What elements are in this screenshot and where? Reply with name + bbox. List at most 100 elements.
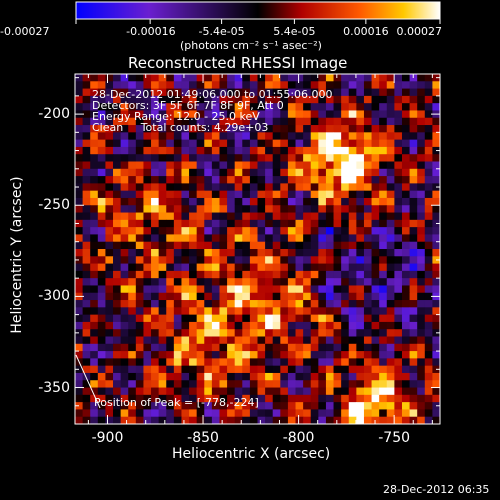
heatmap-cell: [166, 336, 175, 345]
heatmap-cell: [333, 146, 342, 155]
heatmap-cell: [386, 278, 395, 286]
heatmap-cell: [97, 263, 106, 272]
heatmap-cell: [257, 88, 266, 97]
heatmap-cell: [196, 249, 205, 257]
heatmap-cell: [310, 270, 319, 279]
heatmap-cell: [401, 190, 410, 199]
heatmap-cell: [310, 263, 319, 272]
heatmap-cell: [348, 234, 357, 243]
heatmap-cell: [333, 402, 342, 410]
heatmap-cell: [333, 329, 342, 337]
heatmap-cell: [120, 95, 129, 104]
heatmap-cell: [151, 285, 160, 294]
heatmap-cell: [401, 292, 410, 301]
heatmap-cell: [287, 300, 296, 308]
heatmap-cell: [219, 168, 228, 177]
heatmap-cell: [227, 205, 236, 213]
heatmap-cell: [219, 307, 228, 316]
heatmap-cell: [181, 365, 190, 374]
heatmap-cell: [249, 249, 258, 257]
heatmap-cell: [432, 234, 441, 243]
heatmap-cell: [348, 256, 357, 264]
heatmap-cell: [128, 110, 137, 119]
heatmap-cell: [128, 321, 137, 330]
heatmap-cell: [341, 416, 350, 425]
heatmap-cell: [204, 161, 213, 170]
heatmap-cell: [379, 314, 388, 323]
heatmap-cell: [371, 183, 380, 192]
heatmap-cell: [227, 74, 236, 82]
heatmap-cell: [90, 409, 99, 418]
heatmap-cell: [265, 81, 274, 89]
heatmap-cell: [333, 300, 342, 308]
heatmap-cell: [97, 103, 106, 111]
heatmap-cell: [204, 285, 213, 294]
heatmap-cell: [424, 358, 433, 367]
heatmap-cell: [409, 402, 418, 410]
heatmap-cell: [409, 234, 418, 243]
heatmap-cell: [287, 321, 296, 330]
heatmap-cell: [394, 103, 403, 111]
heatmap-cell: [158, 146, 167, 155]
heatmap-cell: [234, 183, 243, 192]
heatmap-cell: [128, 212, 137, 221]
heatmap-cell: [135, 416, 144, 425]
heatmap-cell: [394, 372, 403, 381]
heatmap-cell: [219, 321, 228, 330]
heatmap-cell: [90, 387, 99, 396]
heatmap-cell: [158, 95, 167, 104]
heatmap-cell: [417, 81, 426, 89]
heatmap-cell: [386, 380, 395, 388]
heatmap-cell: [348, 409, 357, 418]
heatmap-cell: [394, 329, 403, 337]
heatmap-cell: [204, 168, 213, 177]
heatmap-cell: [196, 292, 205, 301]
heatmap-cell: [189, 416, 198, 425]
heatmap-cell: [272, 103, 281, 111]
heatmap-cell: [409, 329, 418, 337]
heatmap-cell: [227, 197, 236, 206]
heatmap-cell: [82, 168, 91, 177]
heatmap-cell: [310, 314, 319, 323]
heatmap-cell: [265, 110, 274, 119]
heatmap-cell: [272, 270, 281, 279]
heatmap-cell: [219, 212, 228, 221]
heatmap-cell: [371, 227, 380, 235]
heatmap-cell: [341, 117, 350, 126]
heatmap-cell: [97, 270, 106, 279]
heatmap-cell: [173, 380, 182, 388]
heatmap-cell: [265, 117, 274, 126]
heatmap-cell: [204, 190, 213, 199]
heatmap-cell: [151, 387, 160, 396]
heatmap-cell: [82, 197, 91, 206]
heatmap-cell: [158, 416, 167, 425]
heatmap-cell: [257, 219, 266, 228]
heatmap-cell: [113, 190, 122, 199]
heatmap-cell: [242, 219, 251, 228]
heatmap-cell: [242, 409, 251, 418]
heatmap-cell: [363, 234, 372, 243]
heatmap-cell: [90, 336, 99, 345]
heatmap-cell: [287, 154, 296, 162]
heatmap-cell: [417, 139, 426, 148]
heatmap-cell: [128, 197, 137, 206]
heatmap-cell: [401, 416, 410, 425]
heatmap-cell: [97, 74, 106, 82]
heatmap-cell: [181, 358, 190, 367]
heatmap-cell: [113, 292, 122, 301]
heatmap-cell: [128, 139, 137, 148]
heatmap-cell: [333, 161, 342, 170]
heatmap-cell: [363, 74, 372, 82]
heatmap-cell: [120, 270, 129, 279]
heatmap-cell: [173, 146, 182, 155]
heatmap-cell: [219, 351, 228, 359]
heatmap-cell: [348, 402, 357, 410]
heatmap-cell: [310, 88, 319, 97]
heatmap-cell: [265, 146, 274, 155]
heatmap-cell: [219, 146, 228, 155]
heatmap-cell: [105, 227, 114, 235]
heatmap-cell: [432, 212, 441, 221]
heatmap-cell: [265, 139, 274, 148]
heatmap-cell: [409, 95, 418, 104]
heatmap-cell: [204, 358, 213, 367]
